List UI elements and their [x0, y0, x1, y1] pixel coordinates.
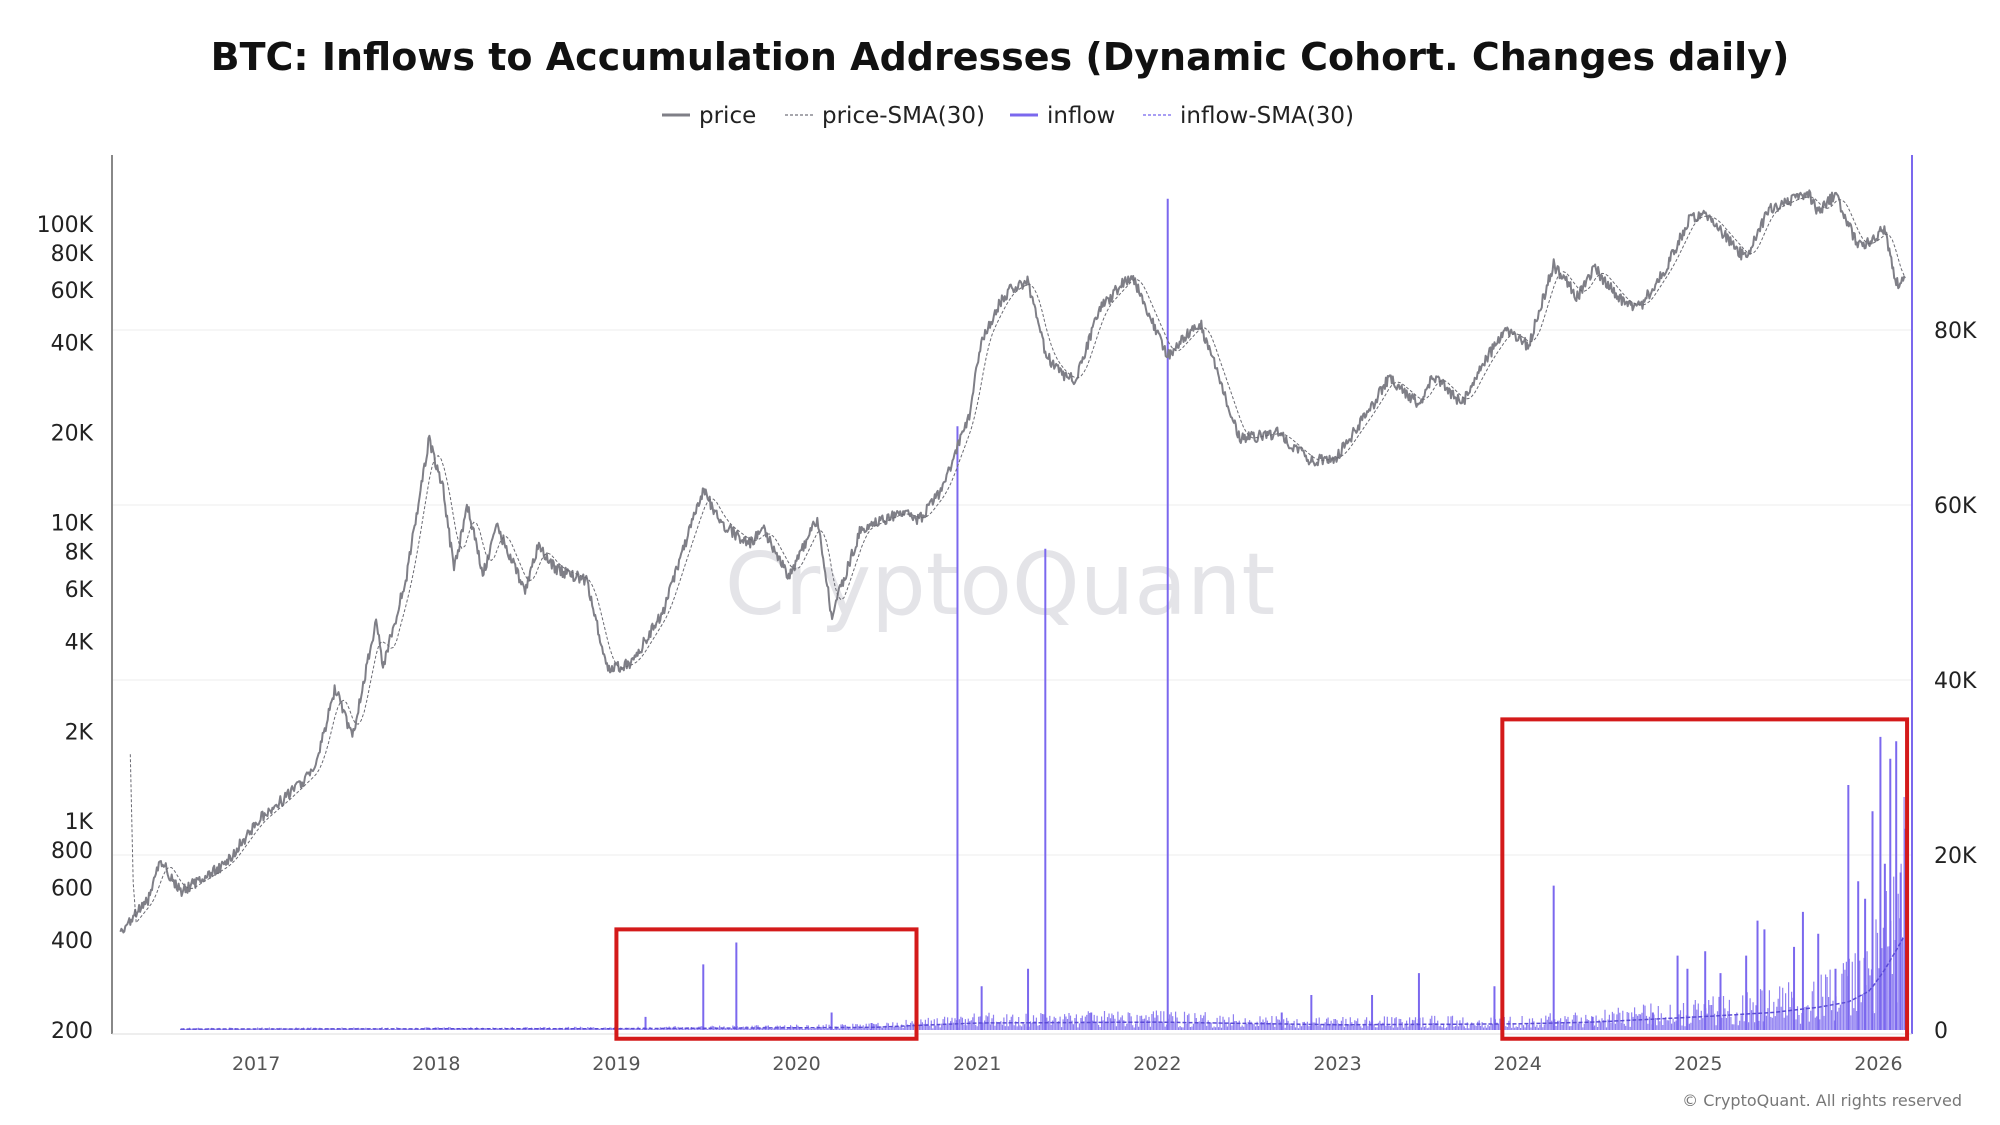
annotations [614, 717, 1910, 1041]
x-tick-label: 2018 [412, 1053, 460, 1075]
x-tick-label: 2020 [772, 1053, 820, 1075]
y-right-tick-label: 0 [1934, 1019, 1948, 1044]
inflow-sma-line [180, 937, 1904, 1030]
x-tick-label: 2023 [1313, 1053, 1361, 1075]
y-left-tick-label: 100K [37, 213, 94, 238]
y-left-tick-label: 10K [51, 512, 94, 537]
y-left-tick-label: 80K [51, 242, 94, 267]
legend-label: inflow-SMA(30) [1180, 103, 1354, 129]
y-right-tick-label: 40K [1934, 669, 1977, 694]
y-right-tick-label: 60K [1934, 494, 1977, 519]
grid-lines [112, 329, 1912, 856]
legend-item-inflow[interactable]: inflow [1010, 103, 1115, 129]
x-tick-label: 2021 [953, 1053, 1001, 1075]
highlight-box-2 [1500, 717, 1910, 1041]
y-right-tick-label: 80K [1934, 319, 1977, 344]
x-tick-label: 2019 [592, 1053, 640, 1075]
x-tick-label: 2026 [1854, 1053, 1902, 1075]
price-sma-line [129, 196, 1905, 924]
inflow-series[interactable] [180, 198, 1908, 1030]
legend-item-price-sma-30[interactable]: price-SMA(30) [785, 103, 985, 129]
y-left-tick-label: 4K [65, 630, 94, 655]
copyright-credit: © CryptoQuant. All rights reserved [1682, 1091, 1962, 1110]
tick-labels: 200 400 600 800 1K 2K 4K 6K 8K 10K 20K 40K 60K 80K 100… [37, 213, 1977, 1075]
y-left-tick-label: 8K [65, 540, 94, 565]
y-left-tick-label: 800 [51, 839, 93, 864]
x-tick-label: 2025 [1674, 1053, 1722, 1075]
legend[interactable]: price price-SMA(30) inflow inflow-SMA(30) [662, 103, 1354, 129]
y-left-tick-label: 1K [65, 810, 94, 835]
legend-item-price[interactable]: price [662, 103, 756, 129]
y-left-tick-label: 6K [65, 578, 94, 603]
y-left-tick-label: 200 [51, 1019, 93, 1044]
axes [111, 155, 1913, 1035]
inflow-baseline [180, 797, 1908, 1030]
y-left-tick-label: 40K [51, 332, 94, 357]
x-tick-label: 2017 [232, 1053, 280, 1075]
price-line [119, 189, 1906, 934]
legend-label: inflow [1047, 103, 1115, 129]
legend-label: price-SMA(30) [822, 103, 985, 129]
legend-item-inflow-sma-30[interactable]: inflow-SMA(30) [1143, 103, 1354, 129]
y-left-tick-label: 60K [51, 279, 94, 304]
watermark: CryptoQuant [725, 535, 1275, 635]
x-tick-label: 2024 [1493, 1053, 1541, 1075]
y-left-tick-label: 600 [51, 876, 93, 901]
price-series[interactable] [119, 189, 1906, 934]
legend-label: price [699, 103, 756, 129]
y-left-tick-label: 2K [65, 720, 94, 745]
y-right-tick-label: 20K [1934, 844, 1977, 869]
chart-title: BTC: Inflows to Accumulation Addresses (… [211, 35, 1790, 79]
plot-area[interactable] [119, 189, 1908, 1030]
y-left-tick-label: 400 [51, 929, 93, 954]
x-tick-label: 2022 [1133, 1053, 1181, 1075]
highlight-box-1 [614, 927, 919, 1041]
y-left-tick-label: 20K [51, 422, 94, 447]
